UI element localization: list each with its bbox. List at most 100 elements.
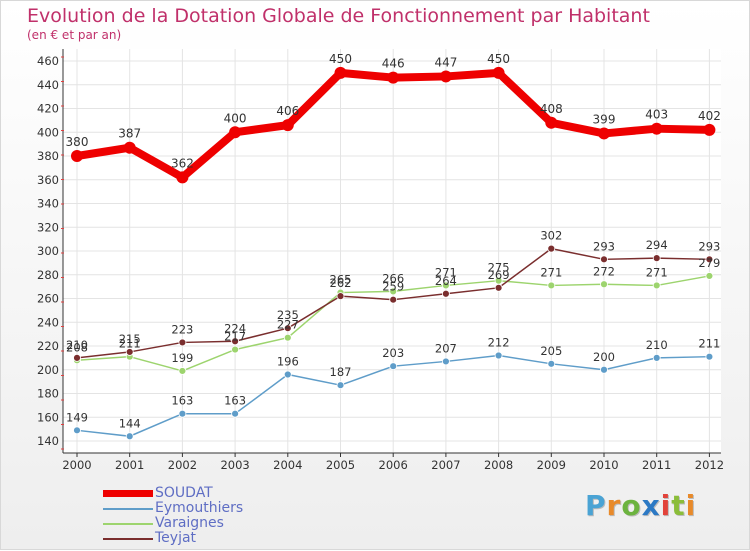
data-point-eymouthiers <box>652 353 661 362</box>
data-label-soudat: 402 <box>698 109 721 123</box>
data-label-eymouthiers: 212 <box>488 336 510 350</box>
data-label-soudat: 403 <box>645 108 668 122</box>
data-point-teyjat <box>283 324 292 333</box>
data-point-eymouthiers <box>389 362 398 371</box>
data-label-varaignes: 227 <box>277 318 299 332</box>
data-label-eymouthiers: 149 <box>66 410 88 424</box>
data-label-eymouthiers: 210 <box>646 338 668 352</box>
x-tick-label: 2004 <box>273 458 302 472</box>
y-tick-label: 260 <box>37 292 59 306</box>
logo-letter: o <box>621 489 642 522</box>
data-label-soudat: 399 <box>593 112 616 126</box>
data-label-teyjat: 294 <box>646 238 668 252</box>
data-point-teyjat <box>73 353 81 362</box>
data-point-teyjat <box>600 255 608 264</box>
data-point-eymouthiers <box>231 409 240 418</box>
data-label-varaignes: 208 <box>66 340 88 354</box>
data-label-teyjat: 223 <box>171 322 193 336</box>
data-point-varaignes <box>441 281 450 290</box>
data-point-eymouthiers <box>178 409 187 418</box>
y-tick-label: 400 <box>37 125 59 139</box>
data-label-eymouthiers: 200 <box>593 350 615 364</box>
legend-label-eymouthiers: Eymouthiers <box>155 500 244 516</box>
y-tick-label: 220 <box>37 339 59 353</box>
data-label-teyjat: 259 <box>382 280 404 294</box>
data-label-soudat: 380 <box>66 135 89 149</box>
data-point-teyjat <box>494 283 503 292</box>
legend-label-varaignes: Varaignes <box>155 515 224 531</box>
data-point-eymouthiers <box>600 365 608 374</box>
data-point-soudat <box>334 66 347 79</box>
data-label-soudat: 362 <box>171 156 194 170</box>
data-point-teyjat <box>652 254 661 263</box>
data-point-soudat <box>703 123 716 136</box>
x-tick-label: 2007 <box>431 458 460 472</box>
y-tick-label: 380 <box>37 149 59 163</box>
data-point-varaignes <box>178 367 187 375</box>
data-label-teyjat: 293 <box>698 239 720 253</box>
data-label-eymouthiers: 163 <box>171 394 193 408</box>
logo-letter: i <box>685 489 697 522</box>
x-tick-label: 2002 <box>168 458 197 472</box>
x-tick-label: 2001 <box>115 458 144 472</box>
y-tick-label: 340 <box>37 197 59 211</box>
y-tick-label: 420 <box>37 102 59 116</box>
x-tick-label: 2006 <box>379 458 408 472</box>
x-tick-label: 2009 <box>537 458 566 472</box>
y-tick-label: 460 <box>37 54 59 68</box>
data-label-teyjat: 235 <box>277 308 299 322</box>
data-label-teyjat: 269 <box>488 268 510 282</box>
data-point-eymouthiers <box>441 357 450 366</box>
y-tick-label: 360 <box>37 173 59 187</box>
legend-label-teyjat: Teyjat <box>155 530 197 546</box>
data-point-eymouthiers <box>336 381 345 390</box>
x-tick-label: 2003 <box>220 458 249 472</box>
y-tick-label: 240 <box>37 315 59 329</box>
data-point-eymouthiers <box>73 426 81 435</box>
logo-letter: P <box>585 489 607 522</box>
data-label-soudat: 447 <box>434 55 457 69</box>
logo-letter: i <box>660 489 672 522</box>
data-label-eymouthiers: 203 <box>382 346 404 360</box>
data-point-soudat <box>229 126 242 139</box>
logo-letter: r <box>606 489 622 522</box>
data-point-soudat <box>123 141 136 154</box>
data-label-teyjat: 224 <box>224 321 246 335</box>
data-point-varaignes <box>600 280 608 289</box>
y-tick-label: 160 <box>37 410 59 424</box>
logo-letter: x <box>641 489 661 522</box>
y-tick-label: 200 <box>37 363 59 377</box>
data-point-teyjat <box>547 244 556 253</box>
data-label-teyjat: 210 <box>66 338 88 352</box>
data-label-eymouthiers: 205 <box>540 344 562 358</box>
data-label-soudat: 450 <box>329 52 352 66</box>
data-point-varaignes <box>547 281 556 290</box>
data-point-teyjat <box>231 337 240 346</box>
data-label-eymouthiers: 187 <box>330 365 352 379</box>
x-tick-label: 2008 <box>484 458 513 472</box>
data-label-eymouthiers: 144 <box>119 416 141 430</box>
y-tick-label: 180 <box>37 387 59 401</box>
legend-swatch-soudat <box>103 490 153 497</box>
chart-title: Evolution de la Dotation Globale de Fonc… <box>27 5 650 27</box>
data-label-varaignes: 271 <box>435 265 457 279</box>
data-label-varaignes: 199 <box>171 351 193 365</box>
data-label-soudat: 450 <box>487 52 510 66</box>
data-point-soudat <box>176 171 189 184</box>
data-label-eymouthiers: 207 <box>435 341 457 355</box>
legend-swatch-teyjat <box>103 538 153 540</box>
data-label-varaignes: 271 <box>540 265 562 279</box>
data-point-eymouthiers <box>547 359 556 368</box>
proxiti-logo: Proxiti <box>585 489 696 522</box>
data-point-varaignes <box>231 345 240 354</box>
y-tick-label: 440 <box>37 78 59 92</box>
data-point-eymouthiers <box>125 432 134 441</box>
data-point-soudat <box>71 150 83 162</box>
data-point-varaignes <box>389 287 398 296</box>
data-point-soudat <box>387 71 400 84</box>
data-label-teyjat: 262 <box>330 276 352 290</box>
data-label-teyjat: 215 <box>119 332 141 346</box>
data-point-soudat <box>281 119 294 132</box>
y-tick-label: 320 <box>37 220 59 234</box>
